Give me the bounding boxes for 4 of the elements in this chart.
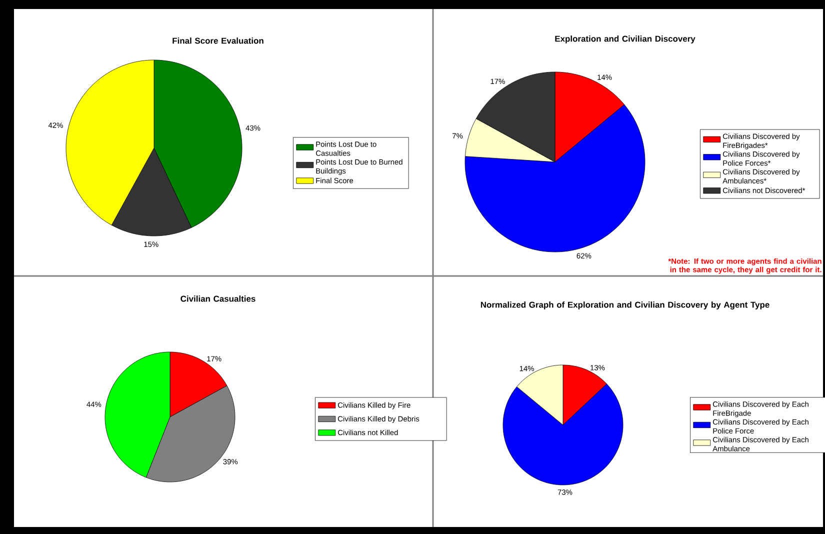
- chart-title: Final Score Evaluation: [172, 38, 264, 44]
- chart-title: Exploration and Civilian Discovery: [555, 36, 696, 44]
- chart-title: Civilian Casualties: [180, 296, 256, 302]
- chart-title: Normalized Graph of Exploration and Civilian Discovery by Agent Type: [480, 302, 770, 310]
